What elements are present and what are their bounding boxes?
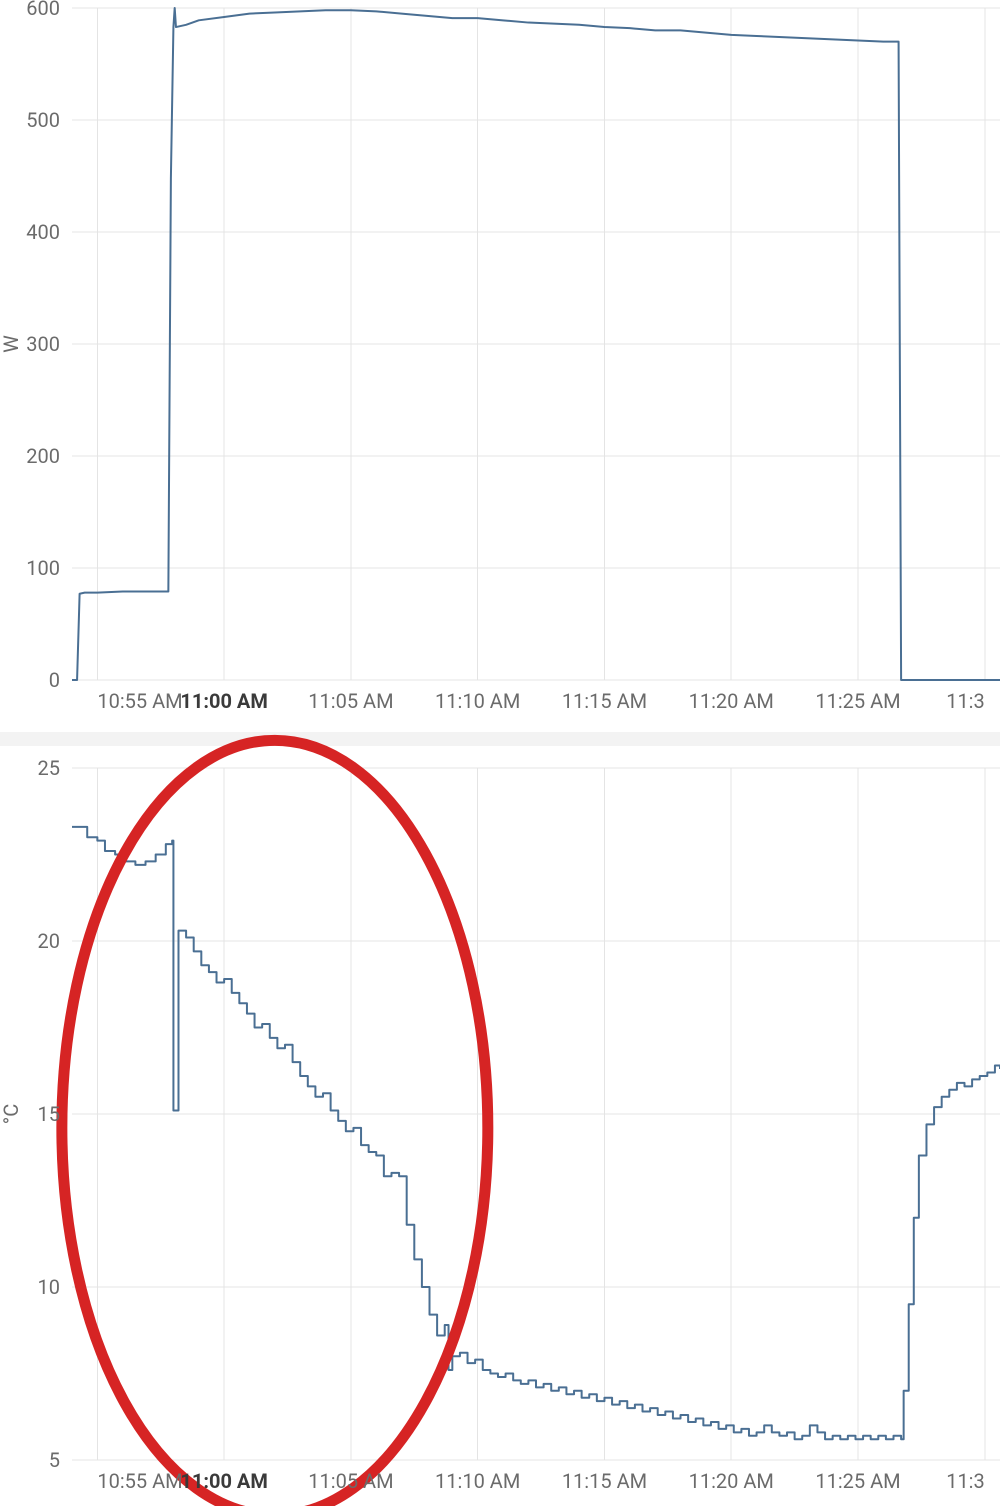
charts-container: 0100200300400500600W10:55 AM11:00 AM11:0… <box>0 0 1000 1506</box>
x-axis: 10:55 AM11:00 AM 11:05 AM 11:10 AM 11:15 AM… <box>97 1469 984 1493</box>
y-axis-label: °C <box>0 1104 23 1125</box>
y-tick-label: 0 <box>49 668 60 692</box>
x-tick-label: 11:00 AM <box>180 689 267 713</box>
panel-divider <box>0 732 1000 746</box>
x-tick-label: 11:25 AM <box>815 1469 900 1493</box>
y-tick-label: 25 <box>38 756 60 780</box>
y-tick-label: 300 <box>26 332 60 356</box>
x-tick-label: 11:05 AM <box>308 1469 393 1493</box>
x-tick-label: 11:10 AM <box>435 689 520 713</box>
x-tick-label: 11:25 AM <box>815 689 900 713</box>
x-tick-label: 10:55 AM <box>97 689 182 713</box>
power-chart: 0 100 200 300 400 500 600 W 10:55 AM11:00 AM 11:0… <box>0 0 1000 713</box>
y-axis: 5 10 15 20 25 °C <box>0 756 60 1472</box>
y-tick-label: 100 <box>26 556 60 580</box>
y-tick-label: 400 <box>26 220 60 244</box>
x-tick-label: 11:20 AM <box>689 689 774 713</box>
x-tick-label: 11:05 AM <box>308 689 393 713</box>
y-axis: 0 100 200 300 400 500 600 W <box>0 0 60 692</box>
x-tick-label: 11:15 AM <box>562 1469 647 1493</box>
charts-svg: 0100200300400500600W10:55 AM11:00 AM11:0… <box>0 0 1000 1506</box>
y-tick-label: 600 <box>26 0 60 20</box>
y-tick-label: 10 <box>38 1275 60 1299</box>
x-tick-label: 11:3 <box>946 1469 985 1493</box>
x-tick-label: 11:10 AM <box>435 1469 520 1493</box>
y-tick-label: 200 <box>26 444 60 468</box>
y-tick-label: 20 <box>38 929 60 953</box>
x-axis: 10:55 AM11:00 AM 11:05 AM 11:10 AM 11:15 AM… <box>97 689 984 713</box>
y-axis-label: W <box>0 335 23 353</box>
x-tick-label: 10:55 AM <box>97 1469 182 1493</box>
y-tick-label: 5 <box>49 1448 60 1472</box>
temperature-chart: 5 10 15 20 25 °C 10:55 AM11:00 AM 11:05 AM 11:10… <box>0 740 1000 1506</box>
x-tick-label: 11:20 AM <box>689 1469 774 1493</box>
y-tick-label: 500 <box>26 108 60 132</box>
x-tick-label: 11:15 AM <box>562 689 647 713</box>
y-tick-label: 15 <box>38 1102 60 1126</box>
x-tick-label: 11:3 <box>946 689 985 713</box>
x-tick-label: 11:00 AM <box>180 1469 267 1493</box>
